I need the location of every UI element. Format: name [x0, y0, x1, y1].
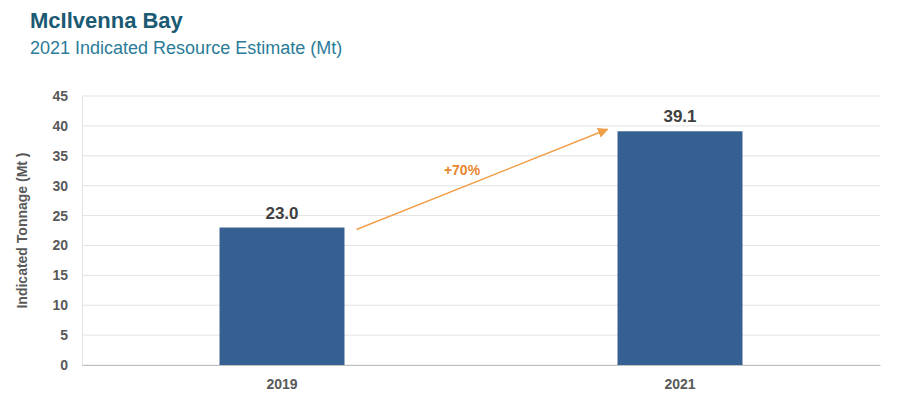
- grid-line: [82, 245, 880, 246]
- x-tick: 2021: [664, 365, 695, 392]
- data-label: 23.0: [265, 204, 298, 223]
- bar: [618, 131, 743, 365]
- x-tick-label: 2021: [664, 376, 695, 392]
- bar: [220, 228, 345, 365]
- y-tick-label: 15: [52, 267, 68, 283]
- data-labels: 23.0 39.1: [265, 107, 696, 222]
- y-tick-label: 25: [52, 208, 68, 224]
- y-tick: 15: [52, 267, 82, 283]
- y-tick-label: 20: [52, 237, 68, 253]
- subtitle: 2021 Indicated Resource Estimate (Mt): [30, 38, 342, 58]
- y-tick: 5: [60, 327, 82, 343]
- x-axis: 2019 2021: [83, 365, 881, 392]
- y-axis-title: Indicated Tonnage (Mt ): [14, 152, 30, 308]
- bars: [220, 131, 743, 365]
- grid-line: [82, 215, 880, 216]
- y-tick-label: 30: [52, 178, 68, 194]
- y-tick: 0: [60, 357, 82, 373]
- grid-line: [82, 275, 880, 276]
- y-tick: 35: [52, 148, 82, 164]
- annotation: +70%: [444, 162, 481, 178]
- grid: [82, 96, 880, 365]
- y-tick: 30: [52, 178, 82, 194]
- y-tick-label: 35: [52, 148, 68, 164]
- grid-line: [82, 125, 880, 126]
- x-axis-line: [83, 365, 881, 366]
- chart-svg: McIlvenna Bay 2021 Indicated Resource Est…: [0, 0, 900, 409]
- y-tick: 40: [52, 118, 82, 134]
- grid-line: [82, 96, 880, 97]
- y-tick-label: 45: [52, 88, 68, 104]
- y-tick: 45: [52, 88, 82, 104]
- y-axis: 0 5 10 15 20 25 30 35 40 45: [52, 88, 82, 373]
- title: McIlvenna Bay: [30, 8, 184, 33]
- y-axis-line: [82, 97, 83, 366]
- grid-line: [82, 155, 880, 156]
- grid-line: [82, 365, 880, 366]
- y-tick-label: 5: [60, 327, 68, 343]
- y-tick: 20: [52, 237, 82, 253]
- y-tick-label: 10: [52, 297, 68, 313]
- x-tick-label: 2019: [266, 376, 297, 392]
- y-tick-label: 0: [60, 357, 68, 373]
- annotation-arrow: [356, 129, 607, 229]
- y-tick: 25: [52, 208, 82, 224]
- grid-line: [82, 305, 880, 306]
- grid-line: [82, 185, 880, 186]
- y-tick: 10: [52, 297, 82, 313]
- y-tick-label: 40: [52, 118, 68, 134]
- data-label: 39.1: [663, 107, 696, 126]
- grid-line: [82, 335, 880, 336]
- x-tick: 2019: [266, 365, 297, 392]
